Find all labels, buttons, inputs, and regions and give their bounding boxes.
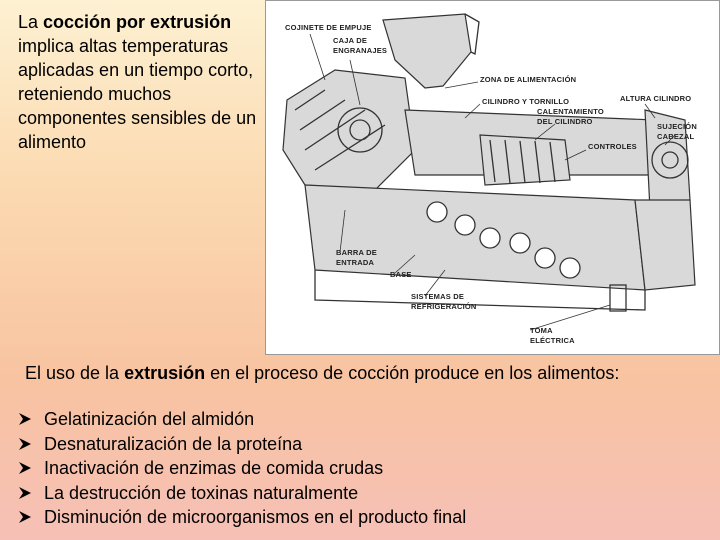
effect-text: Desnaturalización de la proteína (44, 433, 303, 454)
arrow-bullet (19, 511, 31, 524)
effect-text: La destrucción de toxinas naturalmente (44, 482, 359, 503)
effect-item: La destrucción de toxinas naturalmente (18, 481, 466, 506)
diagram-label: CAJA DE (333, 36, 367, 45)
diagram-label: CILINDRO Y TORNILLO (482, 97, 569, 106)
diagram-label: BASE (390, 270, 412, 279)
diagram-label: ENGRANAJES (333, 46, 387, 55)
diagram-label: DEL CILINDRO (537, 117, 593, 126)
leader-lines (309, 33, 676, 331)
diagram-label: ELÉCTRICA (530, 336, 575, 345)
arrow-bullet (19, 437, 31, 450)
diagram-label: BARRA DE (336, 248, 377, 257)
diagram-label: ENTRADA (336, 258, 374, 267)
intro-after: implica altas temperaturas aplicadas en … (18, 36, 257, 152)
effect-item: Inactivación de enzimas de comida crudas (18, 456, 466, 481)
effect-item: Gelatinización del almidón (18, 407, 466, 432)
usage-before: El uso de la (25, 363, 125, 383)
intro-emphasis: cocción por extrusión (43, 12, 232, 32)
diagram-label: CONTROLES (588, 142, 637, 151)
usage-after: en el proceso de cocción produce en los … (205, 363, 620, 383)
intro-before: La (18, 12, 44, 32)
arrow-bullet (19, 462, 31, 475)
diagram-label: ALTURA CILINDRO (620, 94, 691, 103)
intro-text: La cocción por extrusión implica altas t… (18, 10, 266, 154)
arrow-bullet (19, 413, 31, 426)
machine-sketch (282, 13, 696, 312)
usage-emphasis: extrusión (124, 363, 206, 383)
diagram-label: SISTEMAS DE (411, 292, 464, 301)
diagram-label: CABEZAL (657, 132, 694, 141)
effects-list: Gelatinización del almidón Desnaturalizac… (18, 407, 466, 530)
effect-item: Desnaturalización de la proteína (18, 432, 466, 457)
effect-item: Disminución de microorganismos en el pro… (18, 505, 466, 530)
diagram-label: COJINETE DE EMPUJE (285, 23, 372, 32)
diagram-label: TOMA (530, 326, 553, 335)
diagram-label: REFRIGERACIÓN (411, 302, 477, 311)
diagram-label: ZONA DE ALIMENTACIÓN (480, 75, 576, 84)
usage-text: El uso de la extrusión en el proceso de … (25, 363, 619, 384)
diagram-label: CALENTAMIENTO (537, 107, 604, 116)
effect-text: Disminución de microorganismos en el pro… (44, 507, 467, 527)
arrow-bullet (19, 486, 31, 499)
effect-text: Inactivación de enzimas de comida crudas (44, 458, 384, 478)
effect-text: Gelatinización del almidón (44, 409, 255, 429)
diagram-label: SUJECIÓN (657, 122, 697, 131)
